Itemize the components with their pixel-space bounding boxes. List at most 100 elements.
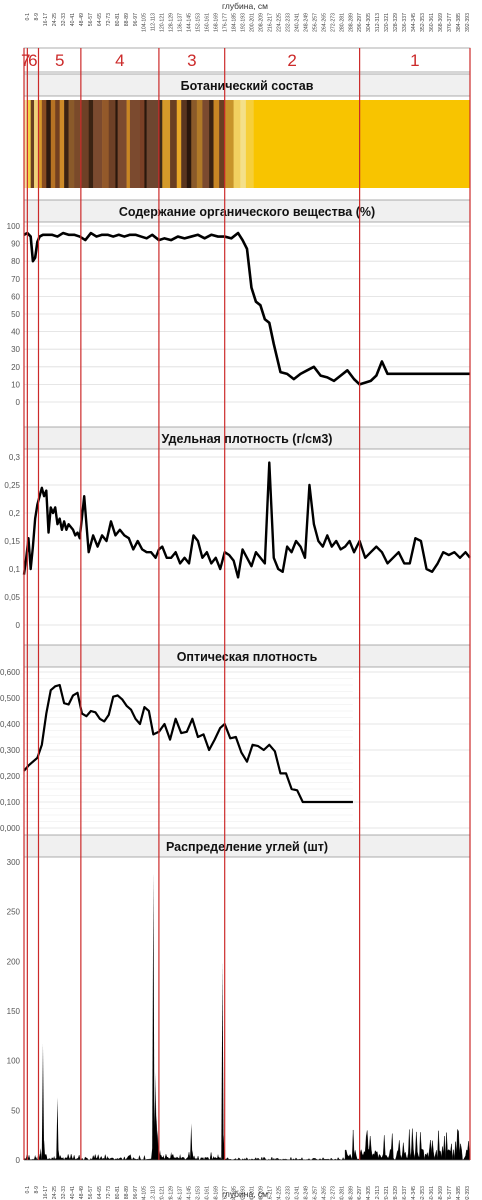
- botanical-band: [202, 100, 210, 188]
- bottom-depth-label: 96-97: [133, 1186, 139, 1199]
- bottom-depth-label: 224-225: [276, 1186, 282, 1200]
- botanical-band: [191, 100, 198, 188]
- bottom-depth-label: 200-201: [249, 1186, 255, 1200]
- top-depth-label: 96-97: [133, 13, 139, 26]
- charcoal-spike: [72, 1157, 76, 1160]
- top-axis-label: глубина, см: [222, 1, 268, 11]
- zone-labels: 76 5 4 3 2 1: [21, 51, 420, 70]
- top-depth-label: 328-329: [393, 13, 399, 32]
- botanical-band: [50, 100, 56, 188]
- bottom-depth-label: 320-321: [384, 1186, 390, 1200]
- organic-title: Содержание органического вещества (%): [119, 205, 375, 219]
- bottom-depth-label: 248-249: [303, 1186, 309, 1200]
- density-y-tick-label: 0,2: [9, 509, 21, 518]
- density-y-tick-label: 0,25: [4, 481, 20, 490]
- top-depth-label: 144-145: [187, 13, 193, 32]
- bottom-depth-label: 32-33: [61, 1186, 67, 1199]
- bottom-depth-label: 352-353: [420, 1186, 426, 1200]
- charcoal-spike: [216, 1154, 220, 1160]
- charcoal-spike: [52, 1156, 56, 1160]
- bottom-depth-label: 184-185: [232, 1186, 238, 1200]
- density-y-tick-label: 0,15: [4, 537, 20, 546]
- bottom-depth-label: 144-145: [187, 1186, 193, 1200]
- botanical-title: Ботанический состав: [181, 79, 314, 93]
- bottom-depth-label: 136-137: [178, 1186, 184, 1200]
- zone-label-5: 5: [55, 51, 64, 70]
- top-depth-label: 0-1: [25, 13, 31, 21]
- top-depth-label: 168-169: [214, 13, 220, 32]
- charcoal-area: [23, 1128, 471, 1161]
- top-depth-label: 104-105: [142, 13, 148, 32]
- density-series-line: [22, 461, 471, 579]
- organic-y-tick-label: 20: [11, 363, 20, 372]
- charcoal-spike: [42, 1140, 46, 1160]
- bottom-depth-label: 328-329: [393, 1186, 399, 1200]
- botanical-band: [64, 100, 69, 188]
- top-depth-label: 88-89: [124, 13, 130, 26]
- optical-y-tick-label: 0,400: [0, 720, 21, 729]
- top-depth-label: 224-225: [276, 13, 282, 32]
- optical-y-tick-label: 0,200: [0, 772, 21, 781]
- botanical-bands: [24, 100, 471, 188]
- top-depth-label: 56-57: [88, 13, 94, 26]
- charcoal-y-tick-label: 200: [7, 957, 21, 966]
- top-depth-label: 256-257: [312, 13, 318, 32]
- botanical-band: [59, 100, 65, 188]
- botanical-band: [224, 100, 234, 188]
- charcoal-y-tick-label: 0: [16, 1156, 21, 1165]
- zone-header-frame: [23, 47, 471, 73]
- top-depth-label: 24-25: [52, 13, 58, 26]
- bottom-depth-label: 288-289: [348, 1186, 354, 1200]
- zone-label-2: 2: [287, 51, 296, 70]
- botanical-band: [209, 100, 214, 188]
- botanical-band: [162, 100, 171, 188]
- botanical-band: [213, 100, 220, 188]
- botanical-band: [30, 100, 35, 188]
- botanical-band: [253, 100, 360, 188]
- optical-grid: [24, 671, 470, 829]
- top-depth-label: 184-185: [232, 13, 238, 32]
- charcoal-spike: [191, 1150, 194, 1160]
- bottom-depth-label: 88-89: [124, 1186, 130, 1199]
- charcoal-spike: [219, 1157, 222, 1160]
- charcoal-spike: [56, 1097, 59, 1160]
- botanical-band: [126, 100, 131, 188]
- botanical-band: [102, 100, 110, 188]
- density-y-tick-label: 0,05: [4, 593, 20, 602]
- top-depth-label: 368-369: [438, 13, 444, 32]
- botanical-band: [176, 100, 182, 188]
- bottom-depth-label: 280-281: [339, 1186, 345, 1200]
- charcoal-spike: [162, 1155, 165, 1160]
- botanical-band: [74, 100, 82, 188]
- organic-y-ticks: 0 10 20 30 40 50 60 70 80 90 100: [7, 222, 21, 407]
- top-depth-label: 232-233: [285, 13, 291, 32]
- top-depth-label: 288-289: [348, 13, 354, 32]
- charcoal-spike: [41, 1043, 45, 1160]
- top-depth-label: 352-353: [420, 13, 426, 32]
- bottom-depth-label: 40-41: [70, 1186, 76, 1199]
- charcoal-spike: [57, 1150, 60, 1160]
- top-depth-label: 16-17: [43, 13, 49, 26]
- top-depth-label: 152-153: [196, 13, 202, 32]
- bottom-depth-labels: 0-1 8-9 16-17 24-25 32-33 40-41 48-49 56-57 64-6…: [25, 1186, 471, 1200]
- bottom-depth-label: 208-209: [258, 1186, 264, 1200]
- top-depth-label: 200-201: [249, 13, 255, 32]
- botanical-band: [117, 100, 127, 188]
- optical-y-tick-label: 0,300: [0, 746, 21, 755]
- top-depth-label: 64-65: [97, 13, 103, 26]
- bottom-depth-label: 336-337: [402, 1186, 408, 1200]
- bottom-depth-label: 0-1: [25, 1186, 31, 1194]
- zone-label-7: 7: [21, 51, 30, 70]
- charcoal-spike: [152, 871, 155, 1160]
- charcoal-spike: [221, 961, 224, 1160]
- bottom-axis-label: глубина, см: [222, 1189, 268, 1199]
- top-depth-label: 264-265: [321, 13, 327, 32]
- charcoal-y-tick-label: 150: [7, 1007, 21, 1016]
- top-depth-label: 272-273: [330, 13, 336, 32]
- botanical-band: [38, 100, 43, 188]
- bottom-depth-label: 344-345: [411, 1186, 417, 1200]
- bottom-depth-label: 8-9: [34, 1186, 40, 1194]
- density-y-ticks: 0 0,05 0,1 0,15 0,2 0,25 0,3: [4, 453, 20, 630]
- top-depth-label: 160-161: [205, 13, 211, 32]
